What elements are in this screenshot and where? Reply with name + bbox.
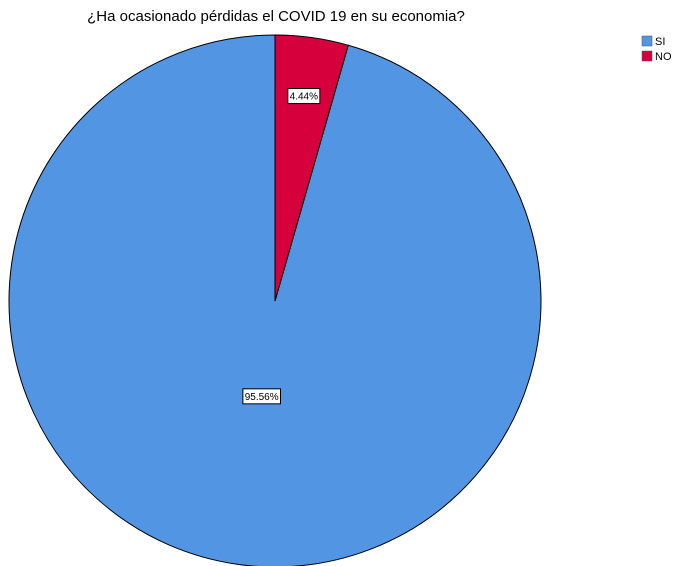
- data-label-si: 95.56%: [242, 388, 281, 405]
- legend-swatch-no: [641, 50, 653, 62]
- data-label-text: 95.56%: [245, 392, 279, 403]
- legend-swatch-si: [641, 35, 653, 47]
- data-label-text: 4.44%: [290, 92, 318, 103]
- legend-label-no: NO: [655, 51, 672, 63]
- chart-title: ¿Ha ocasionado pérdidas el COVID 19 en s…: [87, 8, 465, 25]
- data-label-box: [287, 88, 321, 105]
- legend-label-si: SI: [655, 36, 665, 48]
- legend: SI NO: [641, 35, 672, 63]
- data-label-no: 4.44%: [287, 88, 321, 105]
- data-label-box: [242, 388, 281, 405]
